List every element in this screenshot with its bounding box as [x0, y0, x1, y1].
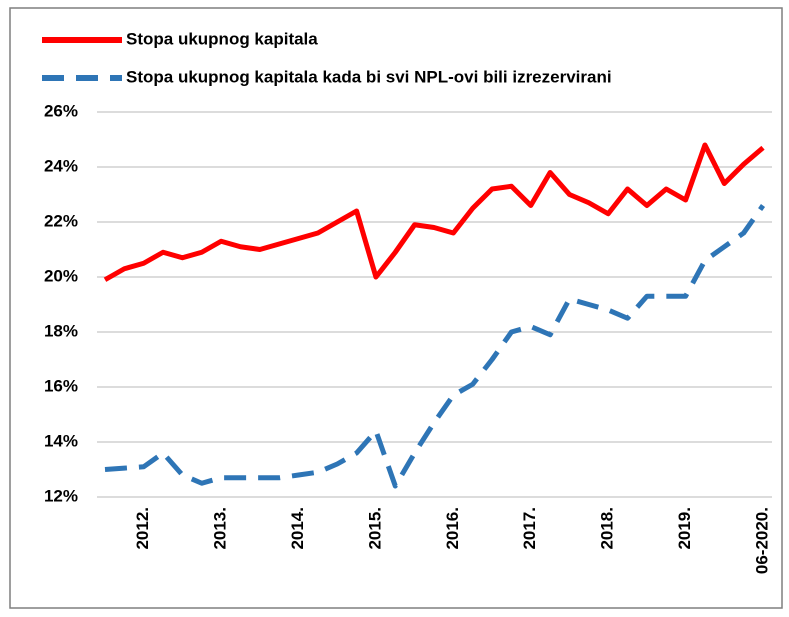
series-line — [103, 142, 765, 282]
x-tick-label: 2019. — [675, 507, 694, 550]
x-tick-label: 2014. — [288, 507, 307, 550]
x-tick-label: 2015. — [365, 507, 384, 550]
x-tick-label: 06-2020. — [752, 507, 771, 574]
y-tick-label: 22% — [44, 211, 78, 230]
x-tick-label: 2013. — [211, 507, 230, 550]
y-tick-label: 24% — [44, 156, 78, 175]
y-tick-label: 14% — [44, 431, 78, 450]
x-tick-label: 2016. — [443, 507, 462, 550]
y-tick-label: 16% — [44, 376, 78, 395]
x-tick-label: 2012. — [133, 507, 152, 550]
y-tick-label: 20% — [44, 266, 78, 285]
y-tick-label: 18% — [44, 321, 78, 340]
x-tick-label: 2018. — [598, 507, 617, 550]
x-tick-label: 2017. — [520, 507, 539, 550]
legend-label: Stopa ukupnog kapitala kada bi svi NPL-o… — [126, 67, 612, 86]
legend-label: Stopa ukupnog kapitala — [126, 29, 318, 48]
y-tick-label: 26% — [44, 101, 78, 120]
series-line — [104, 204, 766, 489]
y-tick-label: 12% — [44, 486, 78, 505]
chart-frame — [9, 7, 783, 609]
